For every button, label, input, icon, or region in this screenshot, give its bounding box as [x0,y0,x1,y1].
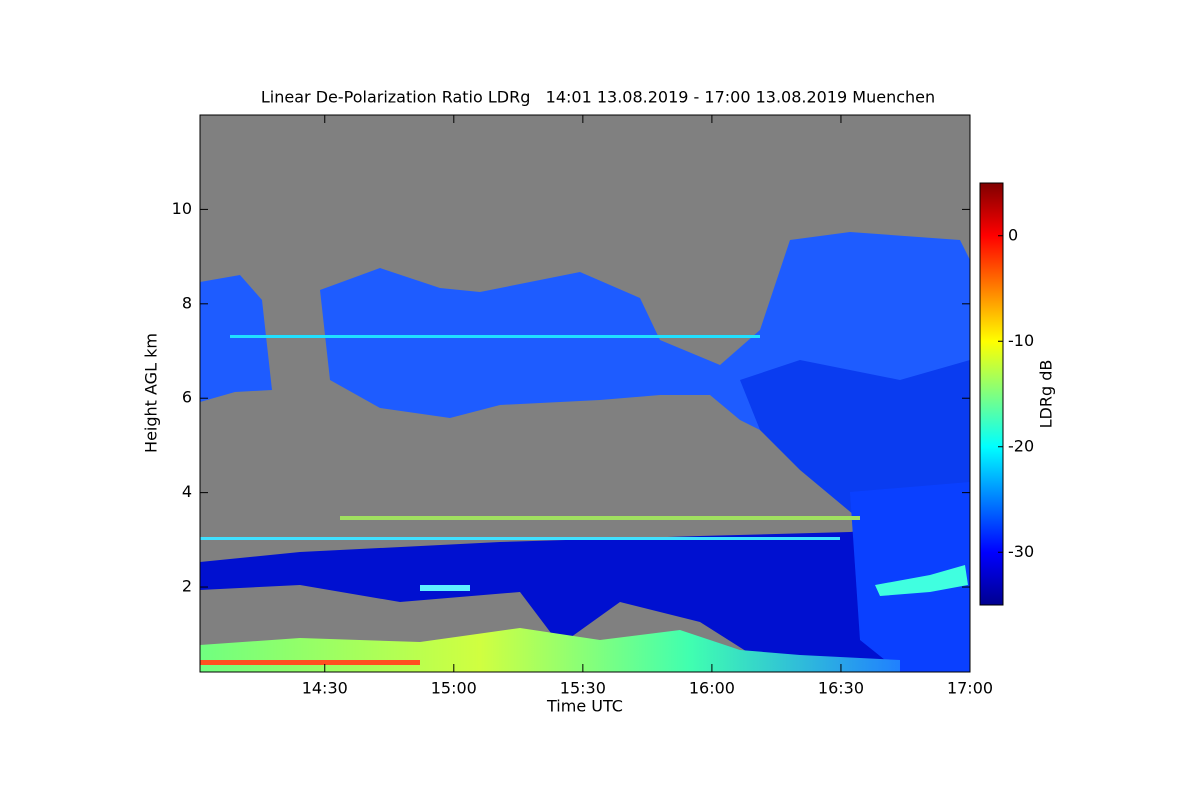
melting-layer [875,565,968,596]
x-tick-label: 16:00 [689,679,735,698]
low-layer [200,522,970,672]
x-tick-label: 15:00 [431,679,477,698]
x-tick-label: 14:30 [302,679,348,698]
streak [200,537,840,540]
streak [230,335,760,338]
streak [340,516,860,520]
colorbar-label: LDRg dB [1037,360,1056,429]
chart-title: Linear De-Polarization Ratio LDRg 14:01 … [261,88,935,107]
ice-cloud [200,275,272,402]
y-tick-label: 2 [182,577,192,596]
melting-layer [420,585,470,591]
x-tick-label: 16:30 [818,679,864,698]
surface-clutter [200,660,420,665]
plot-area [199,114,971,673]
lower-blue [850,482,970,672]
colorbar-tick-label: 0 [1008,225,1018,244]
colorbar-tick-label: -30 [1008,542,1034,561]
y-tick-label: 4 [182,482,192,501]
y-tick-label: 6 [182,388,192,407]
colorbar-tick-label: -10 [1008,331,1034,350]
plot-frame [199,114,971,673]
x-tick-label: 17:00 [947,679,993,698]
y-axis-label: Height AGL km [142,333,161,453]
x-tick-label: 15:30 [560,679,606,698]
colorbar-tick-label: -20 [1008,436,1034,455]
ice-cloud-dense [740,360,970,520]
colorbar [979,182,1004,606]
y-tick-label: 10 [172,199,192,218]
y-tick-label: 8 [182,293,192,312]
x-axis-label: Time UTC [546,697,623,716]
